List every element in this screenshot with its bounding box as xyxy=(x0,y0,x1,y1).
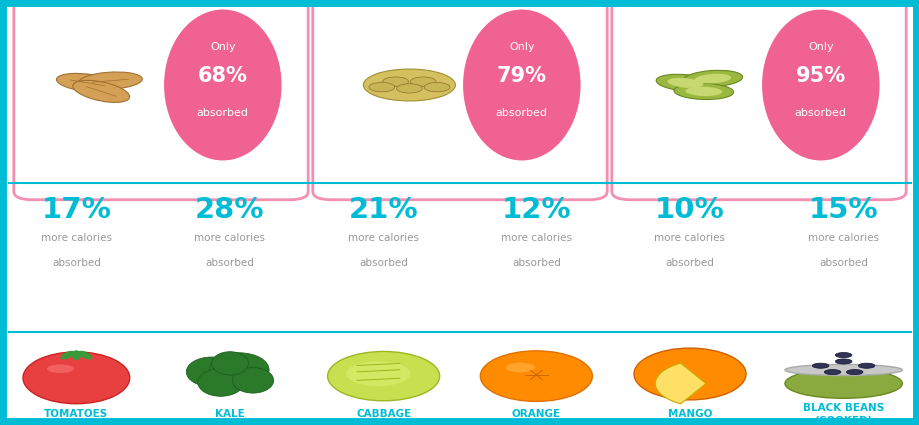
Ellipse shape xyxy=(505,363,535,372)
Text: Only: Only xyxy=(807,42,833,52)
Ellipse shape xyxy=(327,351,439,401)
Ellipse shape xyxy=(211,352,248,375)
Ellipse shape xyxy=(480,351,592,401)
Ellipse shape xyxy=(369,82,394,92)
Ellipse shape xyxy=(424,82,449,92)
Text: absorbed: absorbed xyxy=(205,258,255,269)
Ellipse shape xyxy=(396,84,422,93)
Text: more calories: more calories xyxy=(347,233,419,243)
Text: 28%: 28% xyxy=(195,196,265,224)
Text: Only: Only xyxy=(210,42,235,52)
FancyBboxPatch shape xyxy=(611,0,905,200)
Ellipse shape xyxy=(23,352,130,404)
Ellipse shape xyxy=(61,351,74,360)
Ellipse shape xyxy=(363,69,455,101)
Ellipse shape xyxy=(666,78,703,88)
Ellipse shape xyxy=(655,74,714,91)
Text: 10%: 10% xyxy=(654,196,724,224)
Ellipse shape xyxy=(694,74,731,83)
Ellipse shape xyxy=(834,359,851,364)
Ellipse shape xyxy=(187,357,237,387)
Text: 12%: 12% xyxy=(501,196,571,224)
Ellipse shape xyxy=(683,70,742,87)
Text: absorbed: absorbed xyxy=(51,258,101,269)
Ellipse shape xyxy=(210,353,269,387)
Ellipse shape xyxy=(461,8,581,162)
Ellipse shape xyxy=(784,369,902,398)
FancyBboxPatch shape xyxy=(312,0,607,200)
Text: BLACK BEANS
(COOKED): BLACK BEANS (COOKED) xyxy=(802,403,883,425)
Text: absorbed: absorbed xyxy=(511,258,561,269)
Text: 15%: 15% xyxy=(808,196,878,224)
Text: CABBAGE: CABBAGE xyxy=(356,409,411,419)
Ellipse shape xyxy=(346,361,410,386)
Text: 79%: 79% xyxy=(496,66,546,87)
Ellipse shape xyxy=(760,8,879,162)
Text: 68%: 68% xyxy=(198,66,247,87)
Ellipse shape xyxy=(233,368,274,393)
Text: more calories: more calories xyxy=(500,233,572,243)
Ellipse shape xyxy=(47,364,74,373)
Text: absorbed: absorbed xyxy=(495,108,547,118)
Ellipse shape xyxy=(163,8,282,162)
Ellipse shape xyxy=(811,363,828,368)
Ellipse shape xyxy=(784,364,902,376)
Ellipse shape xyxy=(685,87,721,96)
Ellipse shape xyxy=(633,348,745,400)
Ellipse shape xyxy=(73,80,130,102)
Text: more calories: more calories xyxy=(653,233,725,243)
Ellipse shape xyxy=(834,353,851,358)
Ellipse shape xyxy=(198,369,244,396)
Text: KALE: KALE xyxy=(215,409,244,419)
Text: ORANGE: ORANGE xyxy=(511,409,561,419)
Text: more calories: more calories xyxy=(807,233,879,243)
Ellipse shape xyxy=(674,83,732,99)
Ellipse shape xyxy=(857,363,874,368)
Text: absorbed: absorbed xyxy=(358,258,408,269)
Text: 21%: 21% xyxy=(348,196,418,224)
Text: Only: Only xyxy=(508,42,534,52)
Text: absorbed: absorbed xyxy=(818,258,868,269)
Text: MANGO: MANGO xyxy=(667,409,711,419)
Text: TOMATOES: TOMATOES xyxy=(44,409,108,419)
FancyBboxPatch shape xyxy=(14,0,308,200)
Ellipse shape xyxy=(410,77,436,86)
Ellipse shape xyxy=(72,350,81,360)
Ellipse shape xyxy=(845,370,862,375)
Ellipse shape xyxy=(382,77,408,86)
Wedge shape xyxy=(654,363,705,404)
Text: 95%: 95% xyxy=(795,66,845,87)
Ellipse shape xyxy=(56,74,119,92)
Text: 17%: 17% xyxy=(41,196,111,224)
Ellipse shape xyxy=(79,351,92,360)
Ellipse shape xyxy=(78,72,142,90)
Text: absorbed: absorbed xyxy=(664,258,714,269)
Text: more calories: more calories xyxy=(40,233,112,243)
Text: more calories: more calories xyxy=(194,233,266,243)
Text: absorbed: absorbed xyxy=(197,108,248,118)
Ellipse shape xyxy=(823,370,840,375)
Text: absorbed: absorbed xyxy=(794,108,845,118)
